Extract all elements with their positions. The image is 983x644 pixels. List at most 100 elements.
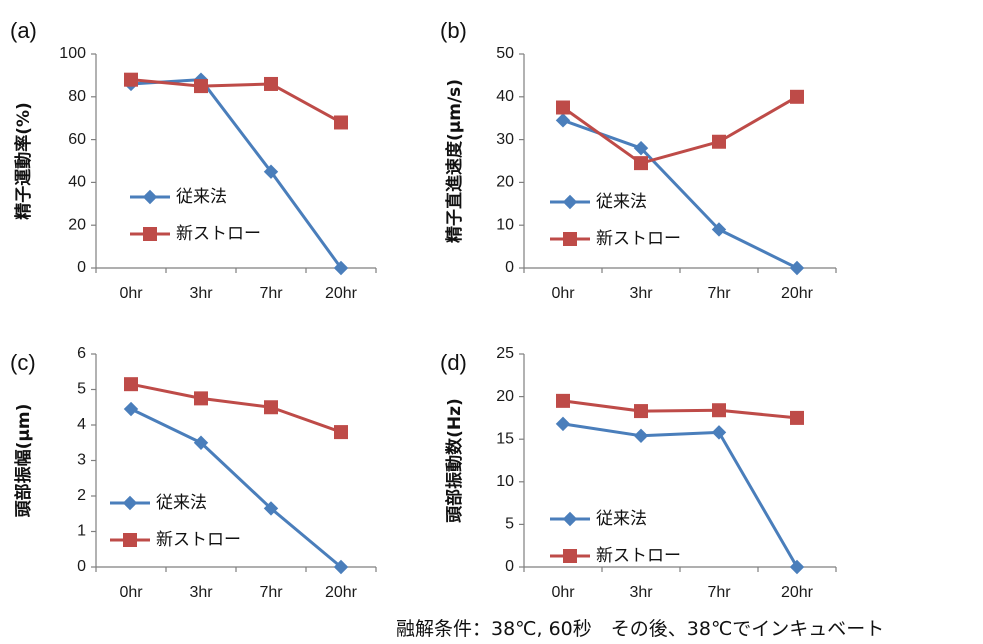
legend-marker (562, 194, 578, 210)
y-tick-label: 2 (77, 487, 86, 504)
data-point (334, 115, 348, 130)
data-point (264, 400, 278, 415)
y-axis-title: 精子直進速度(μm/s) (444, 79, 465, 243)
panel-label: (c) (10, 350, 36, 375)
series-line-1 (130, 407, 342, 569)
data-point (789, 260, 805, 276)
data-point (711, 222, 727, 237)
footnote: 融解条件：38℃, 60秒 その後、38℃でインキュベート (396, 618, 885, 640)
data-point (264, 76, 278, 91)
data-point (334, 425, 348, 440)
y-tick-label: 30 (496, 131, 514, 148)
y-axis-title: 精子運動率(%) (13, 102, 34, 220)
y-tick-label: 5 (77, 381, 86, 398)
data-point (333, 260, 349, 276)
panel-label: (b) (440, 18, 467, 43)
data-point (633, 428, 649, 443)
data-point (556, 393, 570, 408)
legend-entry: 新ストロー (550, 546, 681, 566)
data-point (194, 391, 208, 406)
data-point (789, 559, 805, 575)
series-line-1 (562, 422, 799, 568)
legend-entry: 従来法 (130, 187, 227, 207)
y-tick-label: 3 (77, 452, 86, 469)
legend-marker (123, 533, 137, 547)
series-line-2 (130, 78, 342, 124)
y-tick-label: 10 (496, 216, 514, 233)
data-point (634, 156, 648, 171)
legend-label: 新ストロー (176, 224, 261, 244)
panel-label: (a) (10, 18, 37, 43)
legend-entry: 従来法 (550, 509, 647, 529)
data-point (790, 410, 804, 425)
y-tick-label: 10 (496, 473, 514, 490)
series-line-2 (130, 382, 342, 434)
x-tick-label: 7hr (259, 584, 283, 601)
panel-label: (d) (440, 350, 467, 375)
y-tick-label: 25 (496, 345, 514, 362)
y-tick-label: 15 (496, 430, 514, 447)
y-tick-label: 0 (77, 558, 86, 575)
legend-marker (143, 227, 157, 241)
x-tick-label: 3hr (629, 584, 653, 601)
chart-panel-1: (a) 精子運動率(%) 0 20 40 60 80 100 0hr 3hr 7hr 20hr 従来法新… (10, 18, 377, 302)
legend-entry: 従来法 (110, 493, 207, 513)
x-tick-label: 20hr (325, 285, 358, 302)
y-axis-title: 頭部振幅(μm) (13, 404, 34, 518)
legend-label: 新ストロー (156, 530, 241, 550)
data-point (711, 425, 727, 440)
x-tick-label: 3hr (189, 584, 213, 601)
x-tick-label: 0hr (551, 584, 575, 601)
y-tick-label: 4 (77, 416, 86, 433)
x-tick-label: 3hr (629, 285, 653, 302)
y-axis-title: 頭部振動数(Hz) (444, 398, 465, 523)
data-point (634, 404, 648, 419)
legend-entry: 新ストロー (550, 229, 681, 249)
legend-entry: 新ストロー (130, 224, 261, 244)
x-tick-label: 0hr (119, 584, 143, 601)
data-point (193, 435, 209, 450)
y-tick-label: 50 (496, 45, 514, 62)
data-point (555, 416, 571, 432)
series-line-2 (562, 399, 798, 420)
legend-entry: 新ストロー (110, 530, 241, 550)
y-tick-label: 40 (68, 174, 86, 191)
x-tick-label: 7hr (259, 285, 283, 302)
y-tick-label: 20 (496, 174, 514, 191)
data-point (333, 559, 349, 575)
data-point (712, 134, 726, 149)
chart-panel-2: (b) 精子直進速度(μm/s) 0 10 20 30 40 50 0hr 3hr 7hr 20hr 従… (440, 18, 837, 302)
legend-marker (562, 511, 578, 527)
x-tick-label: 7hr (707, 285, 731, 302)
x-tick-label: 0hr (551, 285, 575, 302)
data-point (633, 140, 649, 156)
chart-panel-4: (d) 頭部振動数(Hz) 0 5 10 15 20 25 0hr 3hr 7hr 20hr 従来法新ス… (440, 345, 837, 601)
data-point (263, 501, 279, 516)
legend-marker (142, 189, 158, 205)
data-point (124, 377, 138, 392)
legend-label: 従来法 (176, 187, 227, 207)
data-point (123, 401, 139, 417)
y-tick-label: 80 (68, 88, 86, 105)
legend-label: 新ストロー (596, 229, 681, 249)
data-point (712, 403, 726, 418)
x-tick-label: 20hr (781, 285, 814, 302)
y-tick-label: 20 (68, 216, 86, 233)
data-point (124, 72, 138, 87)
legend-label: 従来法 (596, 192, 647, 212)
data-point (263, 164, 279, 179)
legend-entry: 従来法 (550, 192, 647, 212)
y-tick-label: 1 (77, 523, 86, 540)
x-tick-label: 20hr (781, 584, 814, 601)
x-tick-label: 20hr (325, 584, 358, 601)
y-tick-label: 100 (59, 45, 86, 62)
data-point (556, 100, 570, 115)
x-tick-label: 3hr (189, 285, 213, 302)
data-point (555, 113, 571, 128)
legend-marker (563, 232, 577, 246)
x-tick-label: 7hr (707, 584, 731, 601)
x-tick-label: 0hr (119, 285, 143, 302)
data-point (194, 79, 208, 94)
